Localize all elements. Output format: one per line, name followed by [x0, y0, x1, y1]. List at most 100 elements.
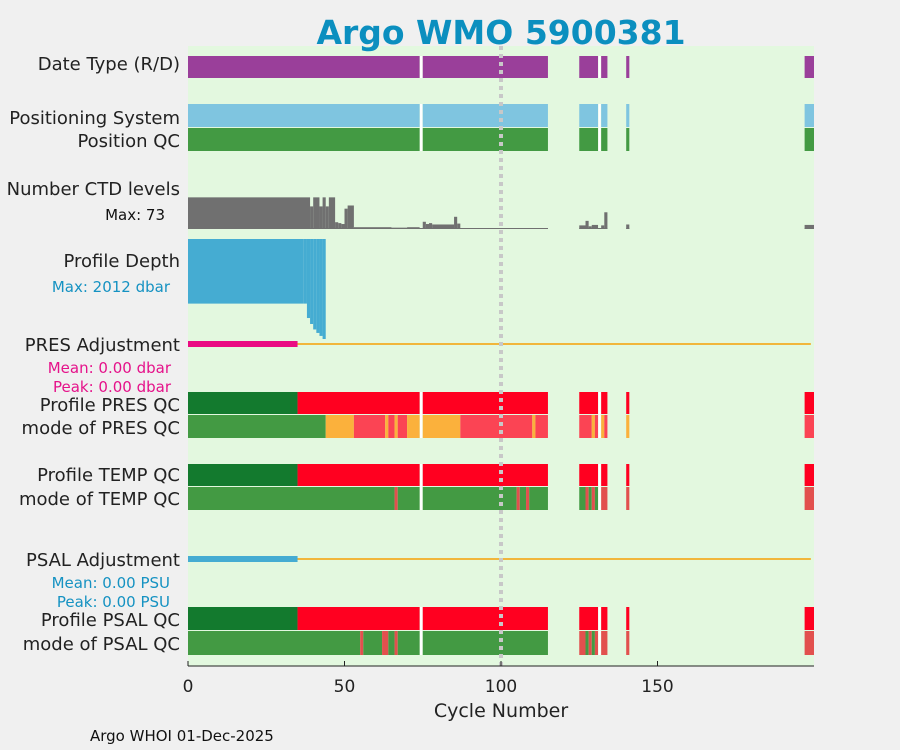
row-label-profile-depth: Profile Depth	[63, 251, 180, 272]
ctd-levels-bar	[425, 224, 430, 229]
psal-mode-segment	[626, 631, 630, 655]
temp-qc-segment	[188, 464, 298, 486]
date-type-segment	[579, 56, 599, 78]
ctd-levels-bar	[626, 224, 630, 229]
position-qc-segment	[188, 128, 420, 151]
pres-qc-segment	[188, 392, 298, 414]
ctd-levels-bar	[579, 225, 586, 229]
position-qc-segment	[601, 128, 608, 151]
temp-mode-segment	[588, 487, 592, 510]
pres-mode-segment	[397, 415, 408, 438]
profile-depth-bar	[188, 239, 304, 304]
temp-mode-segment	[579, 487, 586, 510]
row-label-ctd-levels: Number CTD levels	[7, 179, 180, 200]
temp-qc-segment	[601, 464, 608, 486]
temp-mode-segment	[591, 487, 595, 510]
pres-mode-segment	[594, 415, 599, 438]
pres-mode-segment	[804, 415, 814, 438]
temp-mode-segment	[601, 487, 608, 510]
cycle-separator	[598, 56, 601, 78]
psal-mode-segment	[388, 631, 395, 655]
cycle-separator	[419, 392, 423, 438]
x-tick-label: 100	[485, 677, 517, 697]
temp-mode-segment	[188, 487, 395, 510]
profile-depth-bar	[303, 239, 307, 304]
ctd-levels-bar	[322, 197, 326, 229]
cycle-separator	[598, 104, 601, 151]
pres-mode-segment	[388, 415, 395, 438]
cycle-separator	[598, 607, 601, 655]
psal-mode-segment	[804, 631, 814, 655]
psal-qc-segment	[579, 607, 599, 630]
psal-mode-segment	[382, 631, 389, 655]
psal-mode-segment	[591, 631, 595, 655]
pres-adjustment-mean: Mean: 0.00 dbar	[48, 359, 172, 377]
date-type-segment	[601, 56, 608, 78]
ctd-levels-bar	[338, 223, 342, 229]
pres-qc-segment	[579, 392, 599, 414]
ctd-levels-bar	[319, 206, 323, 229]
row-label-position-qc: Position QC	[77, 131, 180, 152]
temp-mode-segment	[394, 487, 398, 510]
pres-mode-segment	[604, 415, 608, 438]
ctd-levels-bar	[457, 223, 461, 229]
psal-mode-segment	[579, 631, 586, 655]
psal-qc-segment	[422, 607, 548, 630]
temp-mode-segment	[626, 487, 630, 510]
psal-mode-segment	[594, 631, 599, 655]
ctd-levels-baseline	[626, 228, 630, 229]
positioning-system-segment	[422, 104, 548, 127]
temp-mode-segment	[594, 487, 599, 510]
status-rows	[188, 56, 814, 655]
cycle-separator	[419, 104, 423, 151]
ctd-levels-bar	[454, 216, 458, 229]
position-qc-segment	[626, 128, 630, 151]
x-axis-label: Cycle Number	[434, 700, 568, 722]
pres-mode-segment	[188, 415, 326, 438]
psal-adjustment-peak: Peak: 0.00 PSU	[57, 593, 170, 611]
pres-qc-segment	[601, 392, 608, 414]
pres-adjustment-bar	[188, 341, 298, 347]
ctd-levels-bar	[422, 221, 426, 229]
ctd-levels-bar	[604, 212, 608, 229]
x-tick-label: 50	[334, 677, 356, 697]
cycle-separator	[419, 464, 423, 510]
psal-mode-segment	[585, 631, 589, 655]
date-type-segment	[188, 56, 420, 78]
pres-mode-segment	[626, 415, 630, 438]
psal-mode-segment	[394, 631, 398, 655]
temp-mode-segment	[585, 487, 589, 510]
positioning-system-segment	[579, 104, 599, 127]
psal-mode-segment	[188, 631, 361, 655]
psal-adjustment-mean: Mean: 0.00 PSU	[52, 574, 170, 592]
ctd-levels-bar	[335, 222, 339, 229]
x-tick-label: 0	[183, 677, 194, 697]
pres-mode-segment	[532, 415, 536, 438]
pres-mode-segment	[460, 415, 533, 438]
date-type-segment	[804, 56, 814, 78]
pres-mode-segment	[385, 415, 389, 438]
date-type-segment	[422, 56, 548, 78]
ctd-levels-bar	[432, 224, 455, 229]
row-label-pres-mode: mode of PRES QC	[22, 418, 180, 439]
ctd-levels-bar	[344, 208, 348, 229]
ctd-levels-baseline	[188, 228, 548, 229]
pres-qc-segment	[804, 392, 814, 414]
cycle-separators	[419, 56, 601, 655]
pres-mode-segment	[353, 415, 386, 438]
row-label-psal-qc: Profile PSAL QC	[41, 610, 180, 631]
positioning-system-segment	[601, 104, 608, 127]
cycle-separator	[419, 607, 423, 655]
pres-mode-segment	[535, 415, 548, 438]
pres-mode-segment	[325, 415, 354, 438]
pres-qc-segment	[297, 392, 420, 414]
profile-depth-bar	[319, 239, 323, 336]
pres-qc-segment	[422, 392, 548, 414]
temp-mode-segment	[529, 487, 548, 510]
row-label-psal-mode: mode of PSAL QC	[23, 634, 180, 655]
position-qc-segment	[422, 128, 548, 151]
cycle-separator	[598, 464, 601, 510]
profile-depth-bar	[306, 239, 311, 319]
ctd-levels-max: Max: 73	[105, 206, 165, 224]
